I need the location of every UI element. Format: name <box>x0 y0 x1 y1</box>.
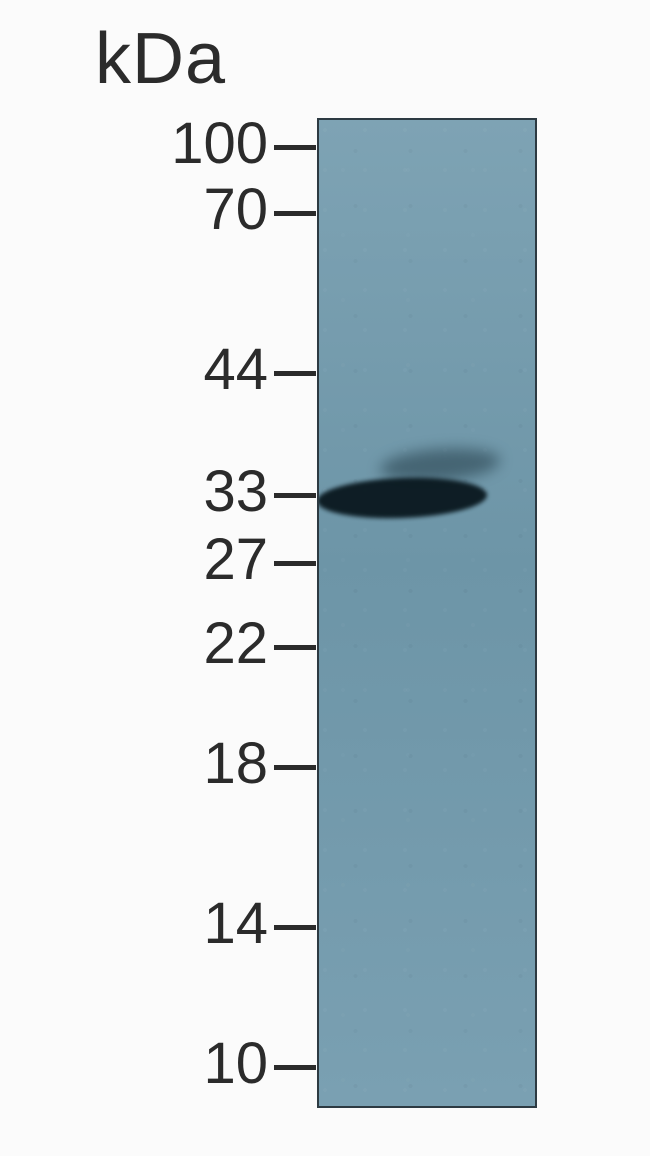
tick-label-10: 10 <box>203 1035 268 1093</box>
blot-lane <box>317 118 537 1108</box>
tick-label-22: 22 <box>203 615 268 673</box>
tick-mark-10 <box>274 1065 316 1070</box>
tick-mark-33 <box>274 493 316 498</box>
tick-label-70: 70 <box>203 181 268 239</box>
tick-mark-18 <box>274 765 316 770</box>
tick-mark-44 <box>274 371 316 376</box>
blot-canvas: kDa 100 70 44 33 27 22 18 14 10 <box>0 0 650 1156</box>
lane-noise <box>317 118 537 1108</box>
tick-mark-22 <box>274 645 316 650</box>
tick-mark-70 <box>274 211 316 216</box>
tick-mark-14 <box>274 925 316 930</box>
tick-mark-27 <box>274 561 316 566</box>
tick-label-33: 33 <box>203 463 268 521</box>
tick-label-14: 14 <box>203 895 268 953</box>
tick-label-18: 18 <box>203 735 268 793</box>
axis-title: kDa <box>95 18 226 100</box>
tick-label-100: 100 <box>171 115 268 173</box>
tick-label-27: 27 <box>203 531 268 589</box>
tick-mark-100 <box>274 145 316 150</box>
tick-label-44: 44 <box>203 341 268 399</box>
